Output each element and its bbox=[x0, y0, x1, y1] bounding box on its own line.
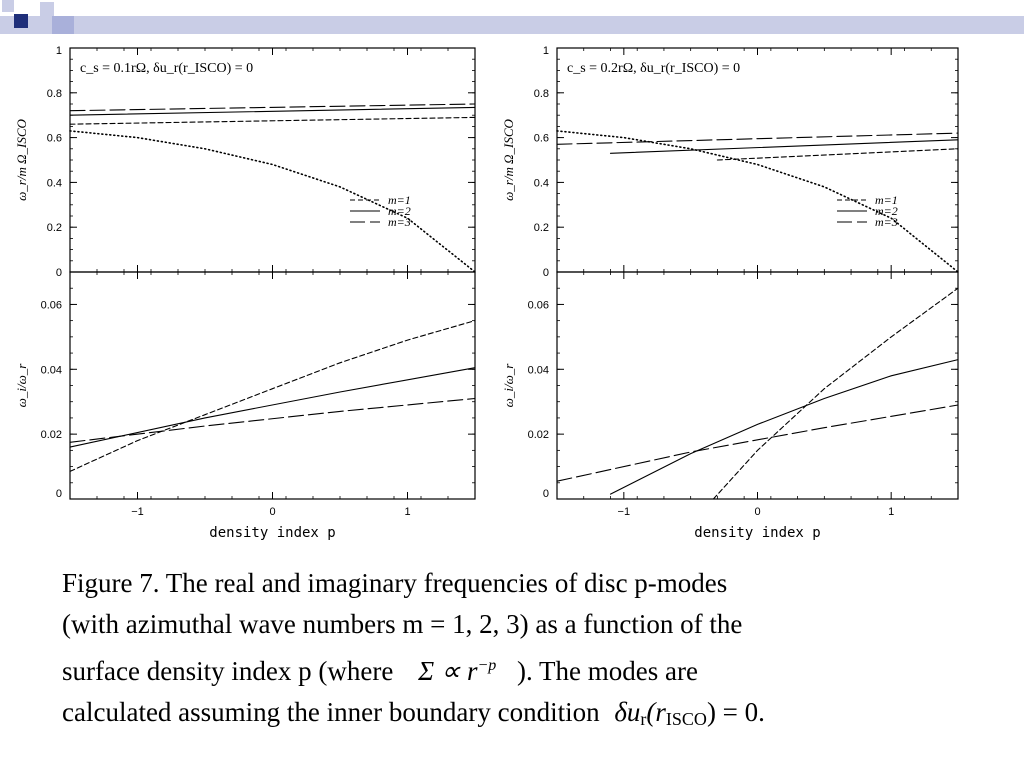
y-tick-label: 0.06 bbox=[528, 299, 549, 311]
plot-frame bbox=[556, 271, 959, 500]
y-tick-label: 0 bbox=[543, 267, 549, 279]
y-tick-label: 0.04 bbox=[41, 364, 62, 376]
series-m1-line bbox=[712, 287, 959, 500]
figure-caption: Figure 7. The real and imaginary frequen… bbox=[62, 563, 962, 740]
plot-frame bbox=[69, 47, 476, 273]
bc-formula-sub: r bbox=[640, 709, 647, 729]
legend-label: m=2 bbox=[875, 204, 898, 218]
caption-line-1: Figure 7. The real and imaginary frequen… bbox=[62, 568, 728, 598]
series-m2-line bbox=[69, 367, 476, 448]
decoration-square-light-top bbox=[2, 0, 14, 12]
x-tick-label: 1 bbox=[888, 506, 894, 518]
series-m3-line bbox=[69, 103, 476, 112]
series-m1-line bbox=[69, 320, 476, 472]
legend-label: m=1 bbox=[875, 193, 898, 207]
title-decoration-bar bbox=[0, 16, 1024, 34]
y-tick-label: 0.02 bbox=[41, 429, 62, 441]
panel-annotation: c_s = 0.2rΩ, δu_r(r_ISCO) = 0 bbox=[567, 61, 740, 76]
decoration-square-mid bbox=[52, 16, 74, 34]
x-axis-label: density index p bbox=[209, 525, 335, 541]
bc-formula-right: ) = 0. bbox=[706, 697, 765, 727]
legend-label: m=2 bbox=[388, 204, 411, 218]
x-tick-label: 0 bbox=[754, 506, 760, 518]
bc-formula-arg: (r bbox=[646, 697, 666, 727]
series-dotted-line bbox=[556, 130, 959, 273]
x-tick-label: −1 bbox=[131, 506, 144, 518]
density-formula-base: Σ ∝ r bbox=[418, 656, 478, 686]
decoration-square-navy bbox=[14, 14, 28, 28]
caption-line-3: surface density index p (where Σ ∝ r−p )… bbox=[62, 645, 962, 692]
figure-7-plots: 0 0.2 0.4 0.6 0.8 1 ω_r/m Ω_ISCO c_s = 0.1rΩ, δ… bbox=[14, 45, 959, 541]
y-axis-label-text: ω_i/ω_r bbox=[14, 363, 29, 408]
series-m2-line bbox=[69, 106, 476, 116]
y-tick-label: 0.8 bbox=[534, 88, 549, 100]
y-tick-label: 0.06 bbox=[41, 299, 62, 311]
y-tick-label: 0.2 bbox=[47, 222, 62, 234]
y-axis-label: ω_r/m Ω_ISCO bbox=[501, 119, 516, 201]
x-tick-label: −1 bbox=[618, 506, 631, 518]
caption-line-4-text: calculated assuming the inner boundary c… bbox=[62, 697, 600, 727]
series-m3-line bbox=[556, 132, 959, 145]
x-axis-label: density index p bbox=[694, 525, 820, 541]
caption-line-3-end: ). The modes are bbox=[517, 656, 698, 686]
y-axis-label: ω_i/ω_r bbox=[501, 363, 516, 408]
series-m2-line bbox=[609, 139, 959, 154]
density-formula: Σ ∝ r−p bbox=[418, 656, 503, 686]
y-tick-label: 0.4 bbox=[47, 177, 62, 189]
bc-formula-arg-sub: ISCO bbox=[665, 709, 707, 729]
legend-label: m=1 bbox=[388, 193, 411, 207]
plot-frame bbox=[69, 271, 476, 500]
y-axis-label: ω_i/ω_r bbox=[14, 363, 29, 408]
panel-annotation: c_s = 0.1rΩ, δu_r(r_ISCO) = 0 bbox=[80, 61, 253, 76]
y-tick-label: 0.6 bbox=[47, 133, 62, 145]
x-tick-label: 1 bbox=[404, 506, 410, 518]
y-tick-label: 0.2 bbox=[534, 222, 549, 234]
bc-formula-left: δu bbox=[614, 697, 641, 727]
decoration-square-light bbox=[40, 2, 54, 16]
caption-line-3-text: surface density index p (where bbox=[62, 656, 394, 686]
y-tick-label: 1 bbox=[56, 45, 62, 57]
legend-label: m=3 bbox=[875, 215, 898, 229]
caption-line-2: (with azimuthal wave numbers m = 1, 2, 3… bbox=[62, 609, 743, 639]
plot-frame bbox=[556, 47, 959, 273]
caption-line-4: calculated assuming the inner boundary c… bbox=[62, 692, 962, 740]
series-m3-line bbox=[69, 397, 476, 443]
y-tick-label: 0 bbox=[543, 488, 549, 500]
series-dotted-line bbox=[69, 130, 476, 273]
series-m1-line bbox=[69, 116, 476, 125]
y-tick-label: 0.8 bbox=[47, 88, 62, 100]
y-tick-label: 0 bbox=[56, 267, 62, 279]
y-tick-label: 1 bbox=[543, 45, 549, 57]
panel-top-left: 0 0.2 0.4 0.6 0.8 1 ω_r/m Ω_ISCO c_s = 0.1rΩ, δ… bbox=[14, 45, 476, 279]
series-m3-line bbox=[556, 404, 959, 482]
y-axis-label-text: ω_r/m Ω_ISCO bbox=[501, 119, 516, 201]
y-tick-label: 0.6 bbox=[534, 133, 549, 145]
legend-label: m=3 bbox=[388, 215, 411, 229]
y-axis-label-text: ω_r/m Ω_ISCO bbox=[14, 119, 29, 201]
y-axis-label: ω_r/m Ω_ISCO bbox=[14, 119, 29, 201]
y-tick-label: 0.02 bbox=[528, 429, 549, 441]
y-tick-label: 0.4 bbox=[534, 177, 549, 189]
series-m2-line bbox=[609, 359, 959, 495]
x-tick-label: 0 bbox=[269, 506, 275, 518]
panel-top-right: 0 0.2 0.4 0.6 0.8 1 ω_r/m Ω_ISCO c_s = 0.2rΩ, δ… bbox=[501, 45, 959, 279]
series-m1-line bbox=[716, 148, 959, 161]
y-tick-label: 0.04 bbox=[528, 364, 549, 376]
boundary-condition-formula: δur(rISCO) = 0. bbox=[614, 697, 765, 729]
density-formula-exponent: −p bbox=[477, 657, 497, 674]
y-axis-label-text: ω_i/ω_r bbox=[501, 363, 516, 408]
y-tick-label: 0 bbox=[56, 488, 62, 500]
